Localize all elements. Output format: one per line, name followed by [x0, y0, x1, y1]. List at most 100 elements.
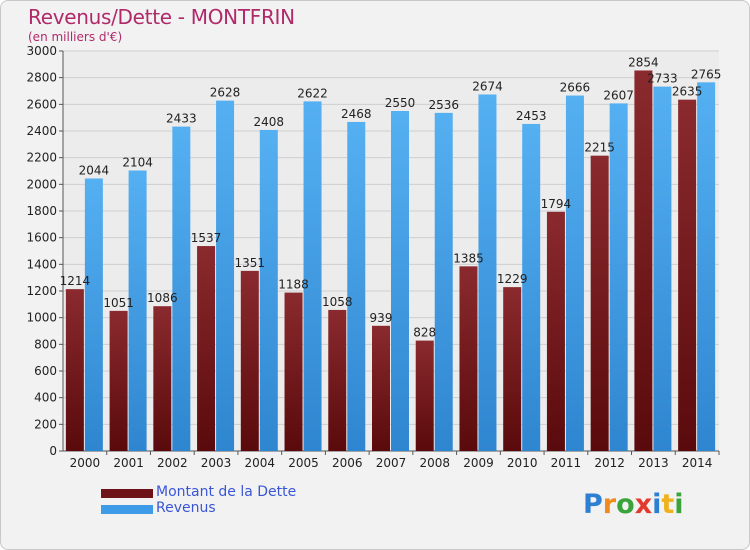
- debt-value-label: 1188: [278, 278, 309, 292]
- y-tick-label: 400: [34, 391, 57, 405]
- revenue-value-label: 2104: [122, 155, 153, 169]
- debt-value-label: 1537: [191, 231, 222, 245]
- revenue-bar: [128, 170, 147, 451]
- revenue-bar: [522, 123, 541, 451]
- y-tick-label: 1200: [26, 284, 57, 298]
- logo-letter: r: [602, 489, 617, 520]
- chart-title: Revenus/Dette - MONTFRIN: [28, 5, 295, 29]
- revenue-bar: [172, 126, 191, 451]
- revenue-value-label: 2408: [254, 115, 285, 129]
- revenue-bar: [609, 103, 628, 452]
- x-tick-label: 2005: [288, 456, 319, 470]
- revenue-value-label: 2666: [560, 81, 591, 95]
- x-tick-label: 2001: [113, 456, 144, 470]
- revenue-value-label: 2674: [472, 79, 503, 93]
- x-tick-label: 2013: [638, 456, 669, 470]
- legend-swatch-revenue: [101, 505, 153, 514]
- y-tick-label: 1000: [26, 311, 57, 325]
- debt-value-label: 2854: [628, 55, 659, 69]
- debt-bar: [678, 99, 697, 452]
- x-tick-label: 2014: [682, 456, 713, 470]
- debt-value-label: 1385: [453, 251, 484, 265]
- debt-value-label: 1794: [541, 197, 572, 211]
- y-tick-label: 2200: [26, 151, 57, 165]
- revenue-value-label: 2536: [428, 98, 459, 112]
- legend-label-debt: Montant de la Dette: [156, 484, 297, 500]
- proxiti-logo: Proxiti: [583, 489, 684, 520]
- debt-bar: [240, 270, 259, 451]
- axes: 0 200 400 600 800 1000 1200 1400 1600 1800 2000 220…: [26, 44, 720, 470]
- revenue-value-label: 2622: [297, 86, 328, 100]
- debt-bar: [372, 325, 390, 451]
- revenue-value-label: 2733: [647, 72, 678, 86]
- x-tick-label: 2012: [594, 456, 625, 470]
- revenue-bar: [84, 178, 103, 451]
- revenue-value-label: 2453: [516, 109, 547, 123]
- y-tick-label: 600: [34, 364, 57, 378]
- revenue-value-label: 2607: [603, 88, 634, 102]
- value-labels: 1214 2044 1051 2104 1086 2433 1537 2628 1351 2408…: [60, 55, 722, 339]
- debt-bar: [459, 266, 478, 451]
- y-tick-label: 2400: [26, 124, 57, 138]
- revenue-value-label: 2765: [691, 67, 722, 81]
- debt-value-label: 1351: [235, 256, 266, 270]
- revenue-value-label: 2044: [79, 163, 110, 177]
- y-tick-label: 2000: [26, 177, 57, 191]
- x-tick-label: 2011: [551, 456, 582, 470]
- logo-letter: o: [616, 489, 635, 520]
- x-tick-label: 2006: [332, 456, 363, 470]
- logo-letter: x: [634, 489, 653, 520]
- debt-bar: [415, 340, 434, 451]
- y-tick-label: 3000: [26, 44, 57, 58]
- logo-letter: i: [652, 489, 662, 520]
- y-tick-label: 1600: [26, 231, 57, 245]
- debt-bar: [284, 292, 303, 451]
- revenue-bar: [697, 82, 716, 451]
- y-tick-label: 1800: [26, 204, 57, 218]
- y-tick-label: 0: [49, 444, 57, 458]
- revenue-value-label: 2550: [385, 96, 416, 110]
- logo-letter: i: [674, 489, 684, 520]
- x-tick-label: 2009: [463, 456, 494, 470]
- debt-bar: [503, 287, 522, 451]
- x-tick-label: 2002: [157, 456, 188, 470]
- y-tick-label: 800: [34, 337, 57, 351]
- y-tick-label: 2600: [26, 97, 57, 111]
- debt-value-label: 2635: [672, 85, 703, 99]
- revenue-bar: [303, 101, 322, 452]
- revenue-value-label: 2468: [341, 107, 372, 121]
- debt-value-label: 1051: [103, 296, 134, 310]
- y-tick-label: 1400: [26, 257, 57, 271]
- logo-letter: P: [583, 489, 603, 520]
- revenue-value-label: 2628: [210, 86, 241, 100]
- debt-bar: [634, 70, 653, 451]
- debt-value-label: 2215: [584, 141, 615, 155]
- debt-bar: [590, 155, 609, 451]
- revenue-bar: [347, 121, 366, 451]
- logo-letter: t: [661, 489, 675, 520]
- x-tick-label: 2004: [245, 456, 276, 470]
- y-tick-label: 200: [34, 417, 57, 431]
- debt-value-label: 939: [370, 311, 393, 325]
- debt-value-label: 1214: [60, 274, 91, 288]
- revenue-bar: [391, 111, 409, 451]
- debt-value-label: 828: [413, 326, 436, 340]
- revenue-bar: [478, 94, 497, 451]
- debt-value-label: 1086: [147, 291, 178, 305]
- revenue-bar: [565, 95, 584, 452]
- bars: [65, 70, 716, 452]
- x-tick-label: 2003: [201, 456, 232, 470]
- revenue-bar: [434, 112, 453, 451]
- chart-subtitle: (en milliers d'€): [28, 30, 123, 44]
- debt-bar: [109, 310, 128, 451]
- debt-bar: [153, 306, 172, 451]
- debt-bar: [197, 246, 216, 451]
- revenue-value-label: 2433: [166, 112, 197, 126]
- x-tick-label: 2007: [376, 456, 407, 470]
- x-tick-label: 2010: [507, 456, 538, 470]
- debt-value-label: 1058: [322, 295, 353, 309]
- x-tick-label: 2000: [70, 456, 101, 470]
- debt-bar: [546, 211, 565, 451]
